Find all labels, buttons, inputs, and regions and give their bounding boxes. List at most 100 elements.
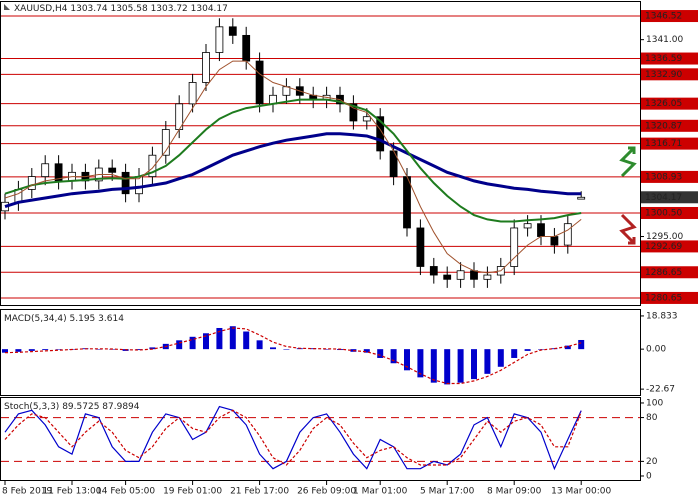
x-tick-label: 1 Mar 01:00 xyxy=(353,487,408,497)
current-price-label: 1304.17 xyxy=(645,193,682,203)
indicator-line xyxy=(4,409,582,466)
macd-bar xyxy=(270,347,276,350)
signal-value: 3.614 xyxy=(98,314,124,324)
macd-title: MACD(5,34,4) xyxy=(4,314,67,324)
macd-bar xyxy=(390,349,397,364)
symbol: XAUUSD,H4 xyxy=(14,4,68,14)
macd-bar xyxy=(484,349,491,374)
macd-bar xyxy=(578,339,585,350)
down-arrow xyxy=(619,213,637,245)
macd-bar xyxy=(243,331,250,350)
candle-body xyxy=(108,167,117,173)
macd-value: 5.195 xyxy=(70,314,96,324)
candle-body xyxy=(148,154,157,178)
stoch-panel xyxy=(0,397,641,481)
candle-body xyxy=(470,270,478,280)
candle-body xyxy=(416,227,425,267)
high-value: 1305.58 xyxy=(110,4,147,14)
macd-bar xyxy=(497,349,504,367)
candle-body xyxy=(228,26,237,36)
candle-body xyxy=(456,270,465,280)
macd-bar xyxy=(176,340,183,350)
indicator-line xyxy=(4,132,582,209)
macd-bar xyxy=(430,349,437,383)
macd-bar xyxy=(323,349,330,350)
macd-bar xyxy=(149,347,156,350)
macd-bar xyxy=(363,349,370,353)
candle-body xyxy=(121,171,130,195)
candle-body xyxy=(403,176,411,229)
level-label: 1346.52 xyxy=(645,12,682,22)
y-tick-label: 80 xyxy=(646,413,658,423)
candle-body xyxy=(563,223,572,246)
candle-body xyxy=(577,196,586,200)
level-label: 1336.59 xyxy=(645,54,682,64)
stoch-signal-value: 87.9894 xyxy=(102,402,139,412)
level-label-box xyxy=(641,291,698,304)
indicator-line xyxy=(4,98,582,223)
y-tick-label: 18.833 xyxy=(646,311,678,321)
candle-body xyxy=(215,26,224,53)
level-label: 1308.93 xyxy=(645,172,682,182)
candle-body xyxy=(188,82,197,105)
candle-body xyxy=(161,129,170,156)
level-label-box xyxy=(641,240,698,253)
up-arrow xyxy=(619,146,637,178)
x-tick-label: 21 Feb 17:00 xyxy=(230,487,289,497)
x-tick-label: 11 Feb 13:00 xyxy=(42,487,101,497)
level-label: 1326.05 xyxy=(645,99,682,109)
candle-body xyxy=(376,116,385,152)
macd-bar xyxy=(283,349,290,350)
candle-body xyxy=(429,266,438,276)
x-tick-label: 8 Mar 09:00 xyxy=(487,487,542,497)
stoch-title: Stoch(5,3,3) xyxy=(4,402,59,412)
level-label: 1316.71 xyxy=(645,139,682,149)
macd-bar xyxy=(417,349,424,378)
macd-bar xyxy=(256,340,263,350)
y-tick-label: 1341.00 xyxy=(646,35,683,45)
y-tick-label: 20 xyxy=(646,457,658,467)
price-header: XAUUSD,H4 1303.74 1305.58 1303.72 1304.1… xyxy=(14,4,228,14)
candle-body xyxy=(443,274,452,280)
level-label: 1286.65 xyxy=(645,268,682,278)
indicator-line xyxy=(4,327,582,385)
level-label-box xyxy=(641,266,698,279)
level-label-box xyxy=(641,119,698,132)
macd-bar xyxy=(564,345,571,350)
level-label: 1292.69 xyxy=(645,242,682,252)
candle-body xyxy=(282,86,291,96)
macd-bar xyxy=(471,349,477,380)
level-label: 1332.90 xyxy=(645,70,682,80)
level-label: 1320.87 xyxy=(645,121,682,131)
macd-bar xyxy=(377,349,384,358)
close-value: 1304.17 xyxy=(191,4,228,14)
level-label-box xyxy=(641,206,698,219)
x-tick-label: 19 Feb 01:00 xyxy=(163,487,222,497)
macd-bar xyxy=(229,326,236,350)
candle-body xyxy=(255,60,264,105)
open-value: 1303.74 xyxy=(70,4,107,14)
y-tick-label: 1295.00 xyxy=(646,232,683,242)
candle-body xyxy=(14,189,23,203)
macd-bar xyxy=(524,349,531,351)
macd-bar xyxy=(404,349,410,371)
macd-bar xyxy=(136,349,142,351)
macd-bar xyxy=(216,327,223,350)
level-label-box xyxy=(641,10,698,23)
candle-body xyxy=(27,176,36,190)
candle-body xyxy=(483,274,492,280)
candle-body xyxy=(242,34,251,62)
macd-bar xyxy=(55,349,62,350)
level-label: 1280.65 xyxy=(645,293,682,303)
level-label-box xyxy=(641,170,698,183)
level-label-box xyxy=(641,137,698,150)
y-tick-label: 0 xyxy=(646,471,652,481)
level-label-box xyxy=(641,52,698,65)
x-tick-label: 26 Feb 09:00 xyxy=(297,487,356,497)
indicator-line xyxy=(4,60,582,274)
macd-bar xyxy=(28,349,35,351)
candle-body xyxy=(510,227,519,267)
price-panel xyxy=(0,1,641,306)
